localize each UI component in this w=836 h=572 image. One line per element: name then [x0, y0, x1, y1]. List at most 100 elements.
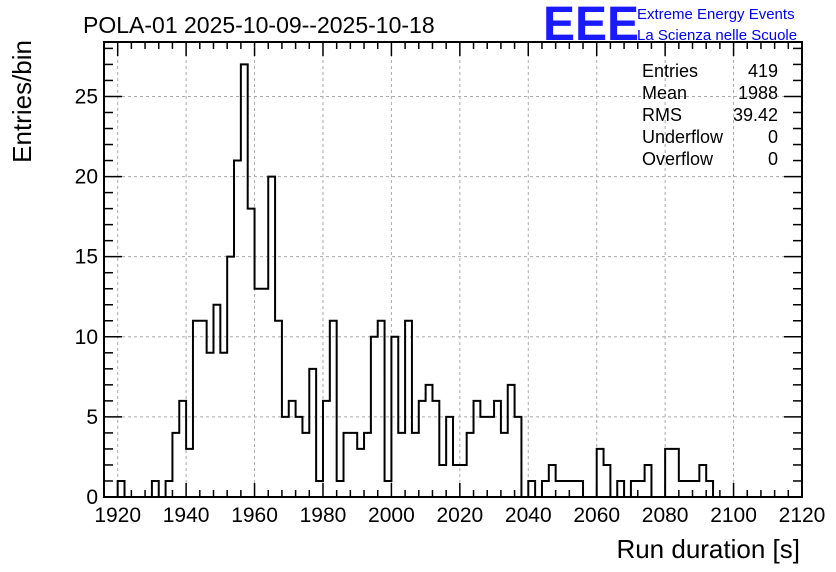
- histogram-bin: [207, 353, 214, 497]
- y-tick-label: 25: [75, 85, 98, 108]
- histogram-outline: [116, 63, 715, 498]
- histogram-bin: [699, 465, 706, 497]
- plot-frame: [103, 41, 803, 498]
- histogram-bin: [562, 481, 569, 497]
- histogram-bin: [385, 481, 392, 497]
- histogram-bin: [576, 481, 583, 497]
- x-tick-label: 1980: [300, 504, 347, 527]
- histogram-bin: [453, 465, 460, 497]
- histogram-bin: [309, 369, 316, 497]
- histogram-bin: [501, 433, 508, 497]
- histogram-bin: [172, 433, 179, 497]
- histogram-bin: [432, 401, 439, 497]
- histogram-bin: [398, 433, 405, 497]
- x-tick-label: 2020: [436, 504, 483, 527]
- y-tick-label: 20: [75, 166, 98, 189]
- stat-label: Entries: [642, 61, 698, 81]
- histogram-bin: [193, 321, 200, 497]
- histogram-bin: [672, 449, 679, 497]
- histogram-bin: [426, 385, 433, 497]
- histogram-bin: [213, 305, 220, 497]
- x-tick-label: 2060: [573, 504, 620, 527]
- stats-box: Entries 419 Mean 1988 RMS 39.42 Underflow 0 Over…: [642, 61, 778, 169]
- histogram-bin: [364, 433, 371, 497]
- histogram-bin: [296, 417, 303, 497]
- histogram-bin: [508, 385, 515, 497]
- histogram-bin: [200, 321, 207, 497]
- histogram-bin: [241, 64, 248, 497]
- x-tick-label: 2000: [368, 504, 415, 527]
- histogram-bin: [480, 417, 487, 497]
- histogram-bin: [549, 465, 556, 497]
- histogram-bin: [515, 417, 522, 497]
- histogram-bin: [638, 481, 645, 497]
- y-tick-label: 15: [75, 246, 98, 269]
- histogram-bin: [686, 481, 693, 497]
- x-tick-label: 2100: [710, 504, 757, 527]
- stat-label: Mean: [642, 83, 687, 103]
- histogram-bin: [302, 433, 309, 497]
- x-tick-label: 1940: [163, 504, 210, 527]
- histogram-bin: [248, 209, 255, 497]
- histogram-bin: [118, 481, 125, 497]
- histogram-bin: [487, 417, 494, 497]
- stat-value: 39.42: [733, 105, 778, 125]
- stat-value: 1988: [738, 83, 778, 103]
- histogram-bin: [439, 465, 446, 497]
- histogram-bin: [152, 481, 159, 497]
- histogram-bin: [357, 449, 364, 497]
- histogram-bin: [494, 401, 501, 497]
- logo-line-1: Extreme Energy Events: [637, 6, 795, 23]
- stat-value: 0: [768, 149, 778, 169]
- stat-value: 419: [748, 61, 778, 81]
- axis-ticks: [103, 42, 803, 498]
- histogram-bin: [617, 481, 624, 497]
- histogram-bin: [289, 401, 296, 497]
- histogram-bin: [460, 465, 467, 497]
- histogram-bin: [693, 481, 700, 497]
- histogram-bin: [275, 321, 282, 497]
- histogram-bin: [323, 401, 330, 497]
- y-tick-label: 5: [86, 406, 98, 429]
- histogram-bin: [631, 481, 638, 497]
- histogram-bin: [261, 289, 268, 497]
- stat-label: Overflow: [642, 149, 714, 169]
- histogram-bin: [412, 433, 419, 497]
- histogram-bin: [604, 465, 611, 497]
- histogram-bin: [227, 257, 234, 497]
- histogram-bin: [234, 161, 241, 497]
- x-tick-label: 1920: [94, 504, 141, 527]
- stat-label: Underflow: [642, 127, 724, 147]
- y-tick-label: 10: [75, 326, 98, 349]
- histogram-bin: [665, 449, 672, 497]
- histogram-bin: [220, 353, 227, 497]
- stat-value: 0: [768, 127, 778, 147]
- histogram-bin: [446, 417, 453, 497]
- logo-line-2: La Scienza nelle Scuole: [637, 27, 797, 44]
- histogram-bin: [597, 449, 604, 497]
- x-tick-label: 1960: [231, 504, 278, 527]
- eee-logo-mark: EEE: [543, 0, 639, 51]
- histogram-bin: [528, 481, 535, 497]
- x-tick-label: 2120: [779, 504, 826, 527]
- histogram-bin: [467, 433, 474, 497]
- histogram-bin: [645, 465, 652, 497]
- histogram-bin: [344, 433, 351, 497]
- stat-label: RMS: [642, 105, 682, 125]
- histogram-bin: [166, 481, 173, 497]
- histogram-bin: [337, 481, 344, 497]
- x-axis-label: Run duration [s]: [616, 534, 800, 564]
- y-tick-label: 0: [86, 486, 98, 509]
- histogram-bin: [569, 481, 576, 497]
- chart-title: POLA-01 2025-10-09--2025-10-18: [83, 12, 435, 38]
- histogram-bin: [179, 401, 186, 497]
- tick-labels: 1920 1940 1960 1980 2000 2020 2040 2060 2080 2100…: [75, 85, 826, 527]
- histogram-bin: [378, 321, 385, 497]
- eee-logo: EEE Extreme Energy Events La Scienza nel…: [543, 0, 797, 51]
- histogram-bin: [330, 321, 337, 497]
- histogram-bars: [116, 63, 715, 498]
- histogram-bin: [706, 481, 713, 497]
- histogram-bin: [405, 321, 412, 497]
- histogram-bin: [282, 417, 289, 497]
